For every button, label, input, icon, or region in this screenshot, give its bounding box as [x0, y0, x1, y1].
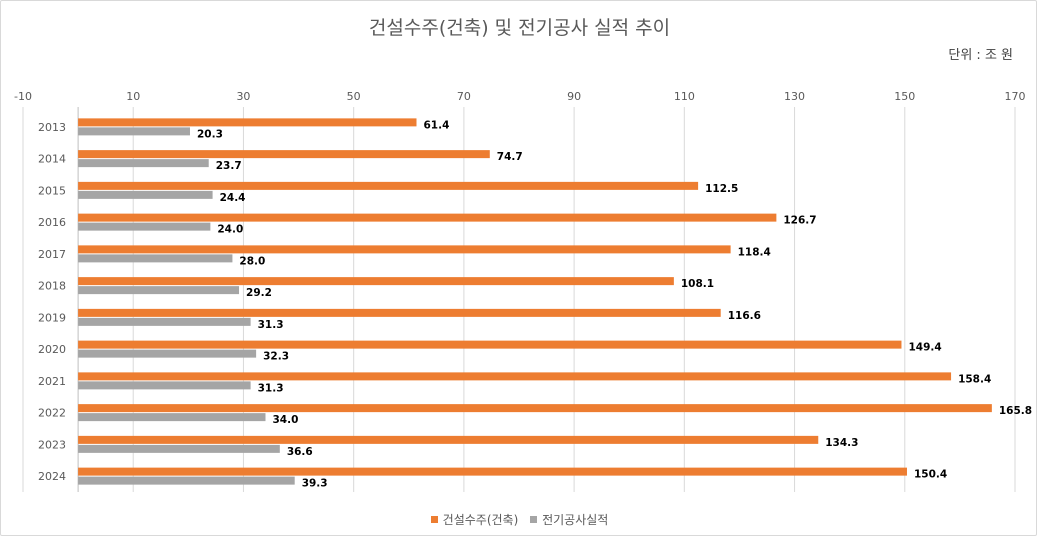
- x-tick-label: 110: [674, 90, 695, 103]
- bar-construction: [78, 435, 819, 444]
- bar-electrical: [78, 190, 213, 199]
- bar-electrical: [78, 349, 257, 358]
- bar-electrical: [78, 286, 240, 295]
- legend-label-construction: 건설수주(건축): [442, 513, 519, 527]
- bar-construction: [78, 404, 992, 413]
- bar-electrical: [78, 254, 233, 263]
- unit-label: 단위 : 조 원: [948, 48, 1013, 63]
- legend-item-electrical: 전기공사실적: [530, 511, 608, 528]
- category-label: 2024: [38, 470, 66, 483]
- x-tick-label: 90: [567, 90, 581, 103]
- bar-construction: [78, 467, 907, 476]
- chart-title: 건설수주(건축) 및 전기공사 실적 추이: [368, 17, 671, 39]
- data-label-construction: 149.4: [908, 342, 941, 354]
- bar-electrical: [78, 127, 190, 136]
- category-label: 2022: [38, 407, 66, 420]
- bar-construction: [78, 213, 777, 222]
- category-label: 2020: [38, 343, 66, 356]
- data-label-construction: 158.4: [958, 373, 991, 385]
- data-label-electrical: 31.3: [258, 382, 284, 394]
- x-tick-label: 30: [236, 90, 250, 103]
- legend-swatch-construction: [430, 516, 438, 523]
- bar-electrical: [78, 222, 211, 231]
- data-label-electrical: 20.3: [197, 128, 223, 140]
- data-label-construction: 108.1: [681, 278, 714, 290]
- bar-electrical: [78, 317, 251, 326]
- bar-construction: [78, 181, 699, 190]
- legend-item-construction: 건설수주(건축): [430, 511, 519, 528]
- data-label-electrical: 31.3: [258, 319, 284, 331]
- data-label-construction: 112.5: [705, 183, 738, 195]
- x-tick-label: 150: [894, 90, 915, 103]
- data-label-construction: 150.4: [914, 469, 947, 481]
- category-label: 2015: [38, 184, 66, 197]
- bar-construction: [78, 118, 417, 127]
- bar-electrical: [78, 444, 280, 453]
- bar-construction: [78, 277, 674, 286]
- data-label-electrical: 29.2: [246, 287, 272, 299]
- bar-construction: [78, 150, 490, 159]
- bar-electrical: [78, 159, 209, 168]
- data-label-construction: 134.3: [825, 437, 858, 449]
- bar-electrical: [78, 476, 295, 485]
- data-label-construction: 165.8: [999, 405, 1032, 417]
- data-label-construction: 116.6: [728, 310, 761, 322]
- bar-construction: [78, 372, 952, 381]
- bar-construction: [78, 245, 731, 254]
- category-label: 2017: [38, 248, 66, 261]
- data-label-electrical: 39.3: [302, 478, 328, 490]
- x-tick-label: -10: [14, 90, 32, 103]
- category-label: 2013: [38, 121, 66, 134]
- category-label: 2019: [38, 311, 66, 324]
- data-label-electrical: 32.3: [263, 351, 289, 363]
- data-label-electrical: 23.7: [216, 160, 242, 172]
- data-label-electrical: 36.6: [287, 446, 313, 458]
- category-label: 2018: [38, 280, 66, 293]
- data-label-electrical: 24.4: [220, 192, 246, 204]
- x-tick-label: 50: [347, 90, 361, 103]
- legend-swatch-electrical: [530, 516, 538, 523]
- data-label-construction: 126.7: [783, 215, 816, 227]
- data-label-electrical: 34.0: [272, 414, 298, 426]
- data-label-construction: 118.4: [738, 246, 771, 258]
- category-label: 2023: [38, 438, 66, 451]
- bar-electrical: [78, 413, 266, 422]
- category-label: 2014: [38, 153, 66, 166]
- x-tick-label: 170: [1005, 90, 1026, 103]
- x-tick-label: 130: [784, 90, 805, 103]
- legend: 건설수주(건축) 전기공사실적: [0, 511, 1039, 528]
- bar-construction: [78, 308, 721, 317]
- x-tick-label: 10: [126, 90, 140, 103]
- data-label-construction: 61.4: [423, 119, 449, 131]
- data-label-electrical: 28.0: [239, 255, 265, 267]
- data-label-construction: 74.7: [497, 151, 523, 163]
- bar-electrical: [78, 381, 251, 390]
- legend-label-electrical: 전기공사실적: [542, 513, 609, 527]
- category-label: 2016: [38, 216, 66, 229]
- x-tick-label: 70: [457, 90, 471, 103]
- data-label-electrical: 24.0: [217, 224, 243, 236]
- category-label: 2021: [38, 375, 66, 388]
- bar-construction: [78, 340, 902, 349]
